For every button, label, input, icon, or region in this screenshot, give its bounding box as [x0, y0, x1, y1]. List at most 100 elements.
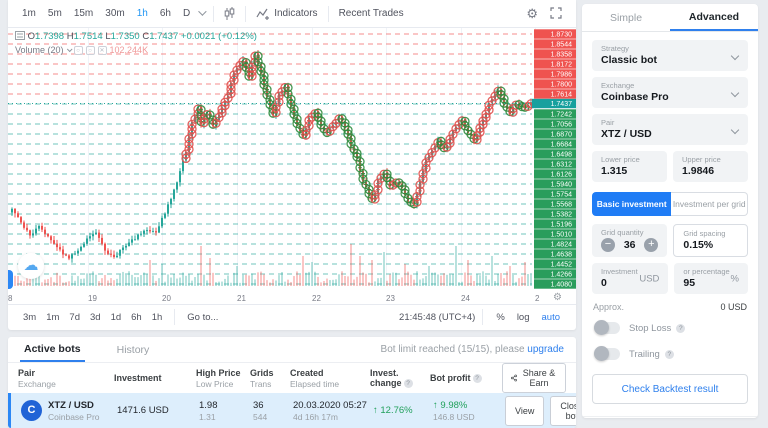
range-button-3d[interactable]: 3d	[89, 311, 101, 323]
approx-label: Approx.	[593, 302, 625, 312]
svg-text:1.5940: 1.5940	[551, 182, 573, 189]
time-axis[interactable]: ⚙ 8 19 20 21 22 23 24 2	[8, 292, 576, 305]
tradingview-logo[interactable]: ☁	[18, 253, 44, 279]
tab-basic-investment[interactable]: Basic investment	[592, 192, 672, 216]
upper-price-input[interactable]: Upper price 1.9846	[673, 151, 748, 182]
pair-select[interactable]: Pair XTZ / USD	[592, 114, 748, 145]
range-button-1h[interactable]: 1h	[151, 311, 163, 323]
grid-spacing-input[interactable]: Grid spacing 0.15%	[673, 224, 748, 257]
timeframe-button-5m[interactable]: 5m	[47, 8, 62, 19]
recent-trades-button[interactable]: Recent Trades	[336, 8, 407, 19]
row-elapsed: 4d 16h 17m	[293, 411, 338, 422]
check-backtest-button[interactable]: Check Backtest result	[592, 374, 748, 404]
investment-input[interactable]: Investment 0 USD	[592, 263, 669, 294]
svg-text:1.7614: 1.7614	[551, 92, 573, 99]
fullscreen-icon[interactable]	[544, 6, 568, 21]
bot-table-row[interactable]: C XTZ / USD Coinbase Pro 1471.6 USD 1.98…	[8, 393, 576, 428]
candlestick-chart[interactable]: 1.8730 1.8544 1.8358 1.8172 1.7986 1.7800 1.76…	[8, 28, 576, 290]
divider	[245, 5, 247, 22]
svg-text:1.8172: 1.8172	[551, 62, 573, 69]
x-tick-label: 23	[386, 294, 395, 303]
up-arrow-icon: ↑	[373, 405, 378, 416]
range-button-6h[interactable]: 6h	[131, 311, 142, 323]
up-arrow-icon: ↑	[433, 399, 438, 411]
svg-text:1.5382: 1.5382	[551, 212, 573, 219]
tab-simple[interactable]: Simple	[609, 11, 643, 24]
range-button-1d[interactable]: 1d	[110, 311, 122, 323]
chart-bottom-toolbar: 3m 1m 7d 3d 1d 6h 1h Go to... 21:45:48 (UTC+4)…	[8, 305, 576, 329]
col-bot-profit: Bot profit	[430, 373, 471, 383]
row-investment: 1471.6 USD	[117, 405, 169, 416]
timeframe-button-6h[interactable]: 6h	[159, 8, 171, 19]
info-icon[interactable]: ?	[403, 379, 413, 388]
percent-suffix: %	[730, 273, 739, 284]
row-invest-change: 12.76%	[380, 405, 413, 416]
info-icon[interactable]: ?	[472, 374, 482, 383]
bots-tabs: Active bots History Bot limit reached (1…	[8, 337, 576, 363]
svg-text:1.6312: 1.6312	[551, 162, 573, 169]
trailing-toggle[interactable]	[594, 346, 620, 361]
active-bots-card: Active bots History Bot limit reached (1…	[8, 337, 576, 428]
gear-icon[interactable]: ⚙	[526, 6, 538, 21]
percentage-input[interactable]: or percentage 95 %	[674, 263, 748, 294]
timeframe-button-1h[interactable]: 1h	[136, 8, 148, 19]
svg-text:1.8730: 1.8730	[551, 32, 573, 39]
tab-advanced[interactable]: Advanced	[670, 4, 758, 31]
range-button-7d[interactable]: 7d	[69, 311, 80, 323]
strategy-select[interactable]: Strategy Classic bot	[592, 40, 748, 71]
lower-price-input[interactable]: Lower price 1.315	[592, 151, 667, 182]
tab-active-bots[interactable]: Active bots	[20, 337, 85, 362]
percent-scale-button[interactable]: %	[496, 311, 505, 323]
approx-value: 0 USD	[720, 302, 747, 312]
tab-investment-per-grid[interactable]: Investment per grid	[671, 192, 748, 216]
svg-text:1.7986: 1.7986	[551, 72, 573, 79]
svg-text:1.7437: 1.7437	[551, 101, 573, 108]
stop-loss-toggle[interactable]	[594, 320, 620, 335]
x-tick-label: 24	[461, 294, 470, 303]
divider	[213, 5, 215, 22]
range-list: 3m 1m 7d 3d 1d 6h 1h	[18, 310, 167, 325]
col-created: Created	[290, 367, 324, 378]
scroll-handle[interactable]	[8, 270, 13, 289]
indicators-button[interactable]: Indicators	[253, 8, 320, 20]
timeframe-button-1m[interactable]: 1m	[22, 8, 36, 19]
share-earn-button[interactable]: Share & Earn	[502, 363, 566, 393]
timeframe-button-D[interactable]: D	[182, 8, 191, 19]
timeframe-button-15m[interactable]: 15m	[73, 8, 94, 19]
svg-text:1.5754: 1.5754	[551, 192, 573, 199]
candle-style-button[interactable]	[221, 6, 238, 21]
svg-text:1.4266: 1.4266	[551, 272, 573, 279]
plus-button[interactable]: +	[644, 238, 659, 252]
close-bot-button[interactable]: Close bot	[550, 395, 576, 426]
row-exchange: Coinbase Pro	[48, 411, 100, 422]
error-message: You cannot start several bots on the sam…	[582, 416, 758, 418]
chart-toolbar: 1m 5m 15m 30m 1h 6h D Indicators Recent Trades	[8, 0, 576, 28]
minus-button[interactable]: −	[601, 238, 615, 252]
info-icon[interactable]: ?	[664, 349, 674, 359]
axis-gear-icon[interactable]: ⚙	[553, 292, 562, 303]
upgrade-link[interactable]: upgrade	[527, 344, 564, 355]
exchange-select[interactable]: Exchange Coinbase Pro	[592, 77, 748, 108]
range-button-3m[interactable]: 3m	[23, 311, 37, 323]
col-price: High Price	[196, 367, 241, 378]
divider	[327, 5, 329, 22]
col-pair: Pair	[18, 367, 36, 378]
chart-plot-area[interactable]: 1.8730 1.8544 1.8358 1.8172 1.7986 1.7800 1.76…	[8, 28, 576, 293]
svg-text:1.6126: 1.6126	[551, 172, 573, 179]
info-icon[interactable]: ?	[676, 323, 686, 333]
x-tick-label: 20	[162, 294, 171, 303]
clock: 21:45:48 (UTC+4)	[399, 311, 476, 323]
timeframe-button-30m[interactable]: 30m	[105, 8, 125, 19]
range-button-1m[interactable]: 1m	[46, 311, 60, 323]
share-icon	[511, 374, 517, 382]
grid-quantity-stepper[interactable]: Grid quantity − 36 +	[592, 224, 668, 257]
goto-button[interactable]: Go to...	[187, 311, 219, 323]
col-invest-change: Invest. change	[370, 368, 402, 388]
log-scale-button[interactable]: log	[516, 311, 530, 323]
row-created: 20.03.2020 05:27	[293, 399, 367, 411]
view-button[interactable]: View	[505, 395, 545, 426]
auto-scale-button[interactable]: auto	[541, 311, 561, 323]
tab-history[interactable]: History	[116, 343, 150, 356]
svg-text:1.5196: 1.5196	[551, 222, 573, 229]
chevron-down-icon[interactable]	[198, 6, 207, 16]
